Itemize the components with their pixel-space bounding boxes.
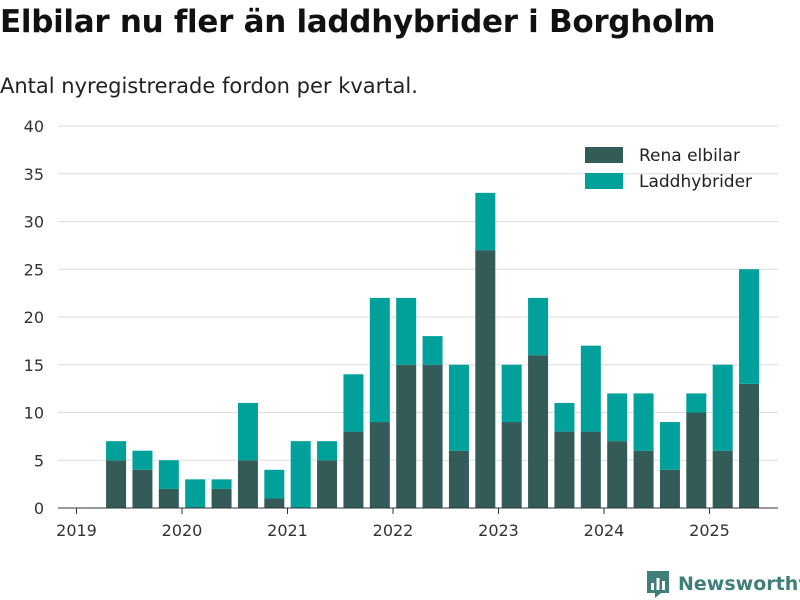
chart-subtitle: Antal nyregistrerade fordon per kvartal. bbox=[0, 74, 418, 98]
newsworthy-wordmark: Newsworthy bbox=[678, 573, 800, 595]
bar-laddhybrider bbox=[448, 364, 469, 451]
bar-rena-elbilar bbox=[712, 450, 733, 508]
x-axis: 2019 2020 2021 2022 2023 2024 2025 bbox=[56, 507, 778, 540]
bar-rena-elbilar bbox=[448, 450, 469, 508]
y-tick-label: 10 bbox=[24, 404, 44, 423]
bar-laddhybrider bbox=[343, 374, 364, 432]
bar-rena-elbilar bbox=[528, 355, 549, 508]
y-tick-label: 5 bbox=[34, 451, 44, 470]
bar-laddhybrider bbox=[158, 460, 179, 489]
bar-rena-elbilar bbox=[369, 422, 390, 508]
bar-laddhybrider bbox=[633, 393, 654, 451]
bar-rena-elbilar bbox=[739, 383, 760, 508]
bar-rena-elbilar bbox=[343, 431, 364, 508]
x-tick-label: 2020 bbox=[162, 521, 203, 540]
bar-rena-elbilar bbox=[106, 460, 127, 508]
bar-laddhybrider bbox=[132, 450, 153, 470]
bar-laddhybrider bbox=[185, 479, 206, 508]
bar-rena-elbilar bbox=[132, 469, 153, 508]
bar-laddhybrider bbox=[422, 336, 443, 365]
bar-rena-elbilar bbox=[396, 364, 417, 508]
legend-label: Rena elbilar bbox=[639, 146, 740, 166]
bar-rena-elbilar bbox=[501, 422, 522, 508]
bar-laddhybrider bbox=[475, 192, 496, 251]
bar-laddhybrider bbox=[739, 269, 760, 384]
bar-rena-elbilar bbox=[554, 431, 575, 508]
bar-rena-elbilar bbox=[158, 488, 179, 508]
x-tick-label: 2025 bbox=[689, 521, 730, 540]
bar-rena-elbilar bbox=[317, 460, 338, 508]
bar-laddhybrider bbox=[501, 364, 522, 423]
bar-laddhybrider bbox=[659, 422, 680, 470]
y-tick-label: 35 bbox=[24, 165, 44, 184]
bar-rena-elbilar bbox=[659, 469, 680, 508]
newsworthy-icon bbox=[647, 571, 669, 598]
legend-swatch bbox=[585, 173, 623, 189]
x-tick-label: 2024 bbox=[584, 521, 625, 540]
bar-laddhybrider bbox=[712, 364, 733, 451]
y-tick-label: 20 bbox=[24, 308, 44, 327]
bar-rena-elbilar bbox=[264, 498, 285, 508]
bar-laddhybrider bbox=[106, 441, 127, 461]
x-tick-label: 2019 bbox=[56, 521, 97, 540]
bar-laddhybrider bbox=[607, 393, 628, 442]
bar-laddhybrider bbox=[290, 441, 311, 508]
bar-laddhybrider bbox=[396, 297, 417, 365]
bar-rena-elbilar bbox=[633, 450, 654, 508]
y-axis-ticks: 0 5 10 15 20 25 30 35 40 bbox=[24, 117, 44, 518]
legend-swatch bbox=[585, 147, 623, 163]
y-tick-label: 30 bbox=[24, 213, 44, 232]
y-tick-label: 0 bbox=[34, 499, 44, 518]
bar-rena-elbilar bbox=[422, 364, 443, 508]
bar-laddhybrider bbox=[528, 297, 549, 356]
bar-rena-elbilar bbox=[607, 441, 628, 508]
y-tick-label: 15 bbox=[24, 356, 44, 375]
bar-rena-elbilar bbox=[580, 431, 601, 508]
bar-rena-elbilar bbox=[211, 488, 232, 508]
gridlines bbox=[58, 125, 778, 461]
bar-laddhybrider bbox=[369, 297, 390, 423]
newsworthy-logo: Newsworthy bbox=[645, 568, 800, 600]
bar-laddhybrider bbox=[237, 402, 258, 461]
y-tick-label: 25 bbox=[24, 260, 44, 279]
y-tick-label: 40 bbox=[24, 117, 44, 136]
bar-rena-elbilar bbox=[237, 460, 258, 508]
x-tick-label: 2022 bbox=[373, 521, 414, 540]
bar-rena-elbilar bbox=[686, 412, 707, 508]
bar-laddhybrider bbox=[554, 402, 575, 432]
x-tick-label: 2021 bbox=[267, 521, 308, 540]
legend-label: Laddhybrider bbox=[639, 172, 752, 192]
x-tick-label: 2023 bbox=[478, 521, 519, 540]
legend: Rena elbilar Laddhybrider bbox=[585, 146, 752, 192]
bar-laddhybrider bbox=[211, 479, 232, 489]
bars bbox=[106, 192, 760, 508]
bar-laddhybrider bbox=[317, 441, 338, 461]
chart-title: Elbilar nu fler än laddhybrider i Borgho… bbox=[0, 4, 716, 40]
bar-laddhybrider bbox=[686, 393, 707, 413]
bar-laddhybrider bbox=[580, 345, 601, 432]
bar-laddhybrider bbox=[264, 469, 285, 499]
bar-rena-elbilar bbox=[475, 250, 496, 508]
